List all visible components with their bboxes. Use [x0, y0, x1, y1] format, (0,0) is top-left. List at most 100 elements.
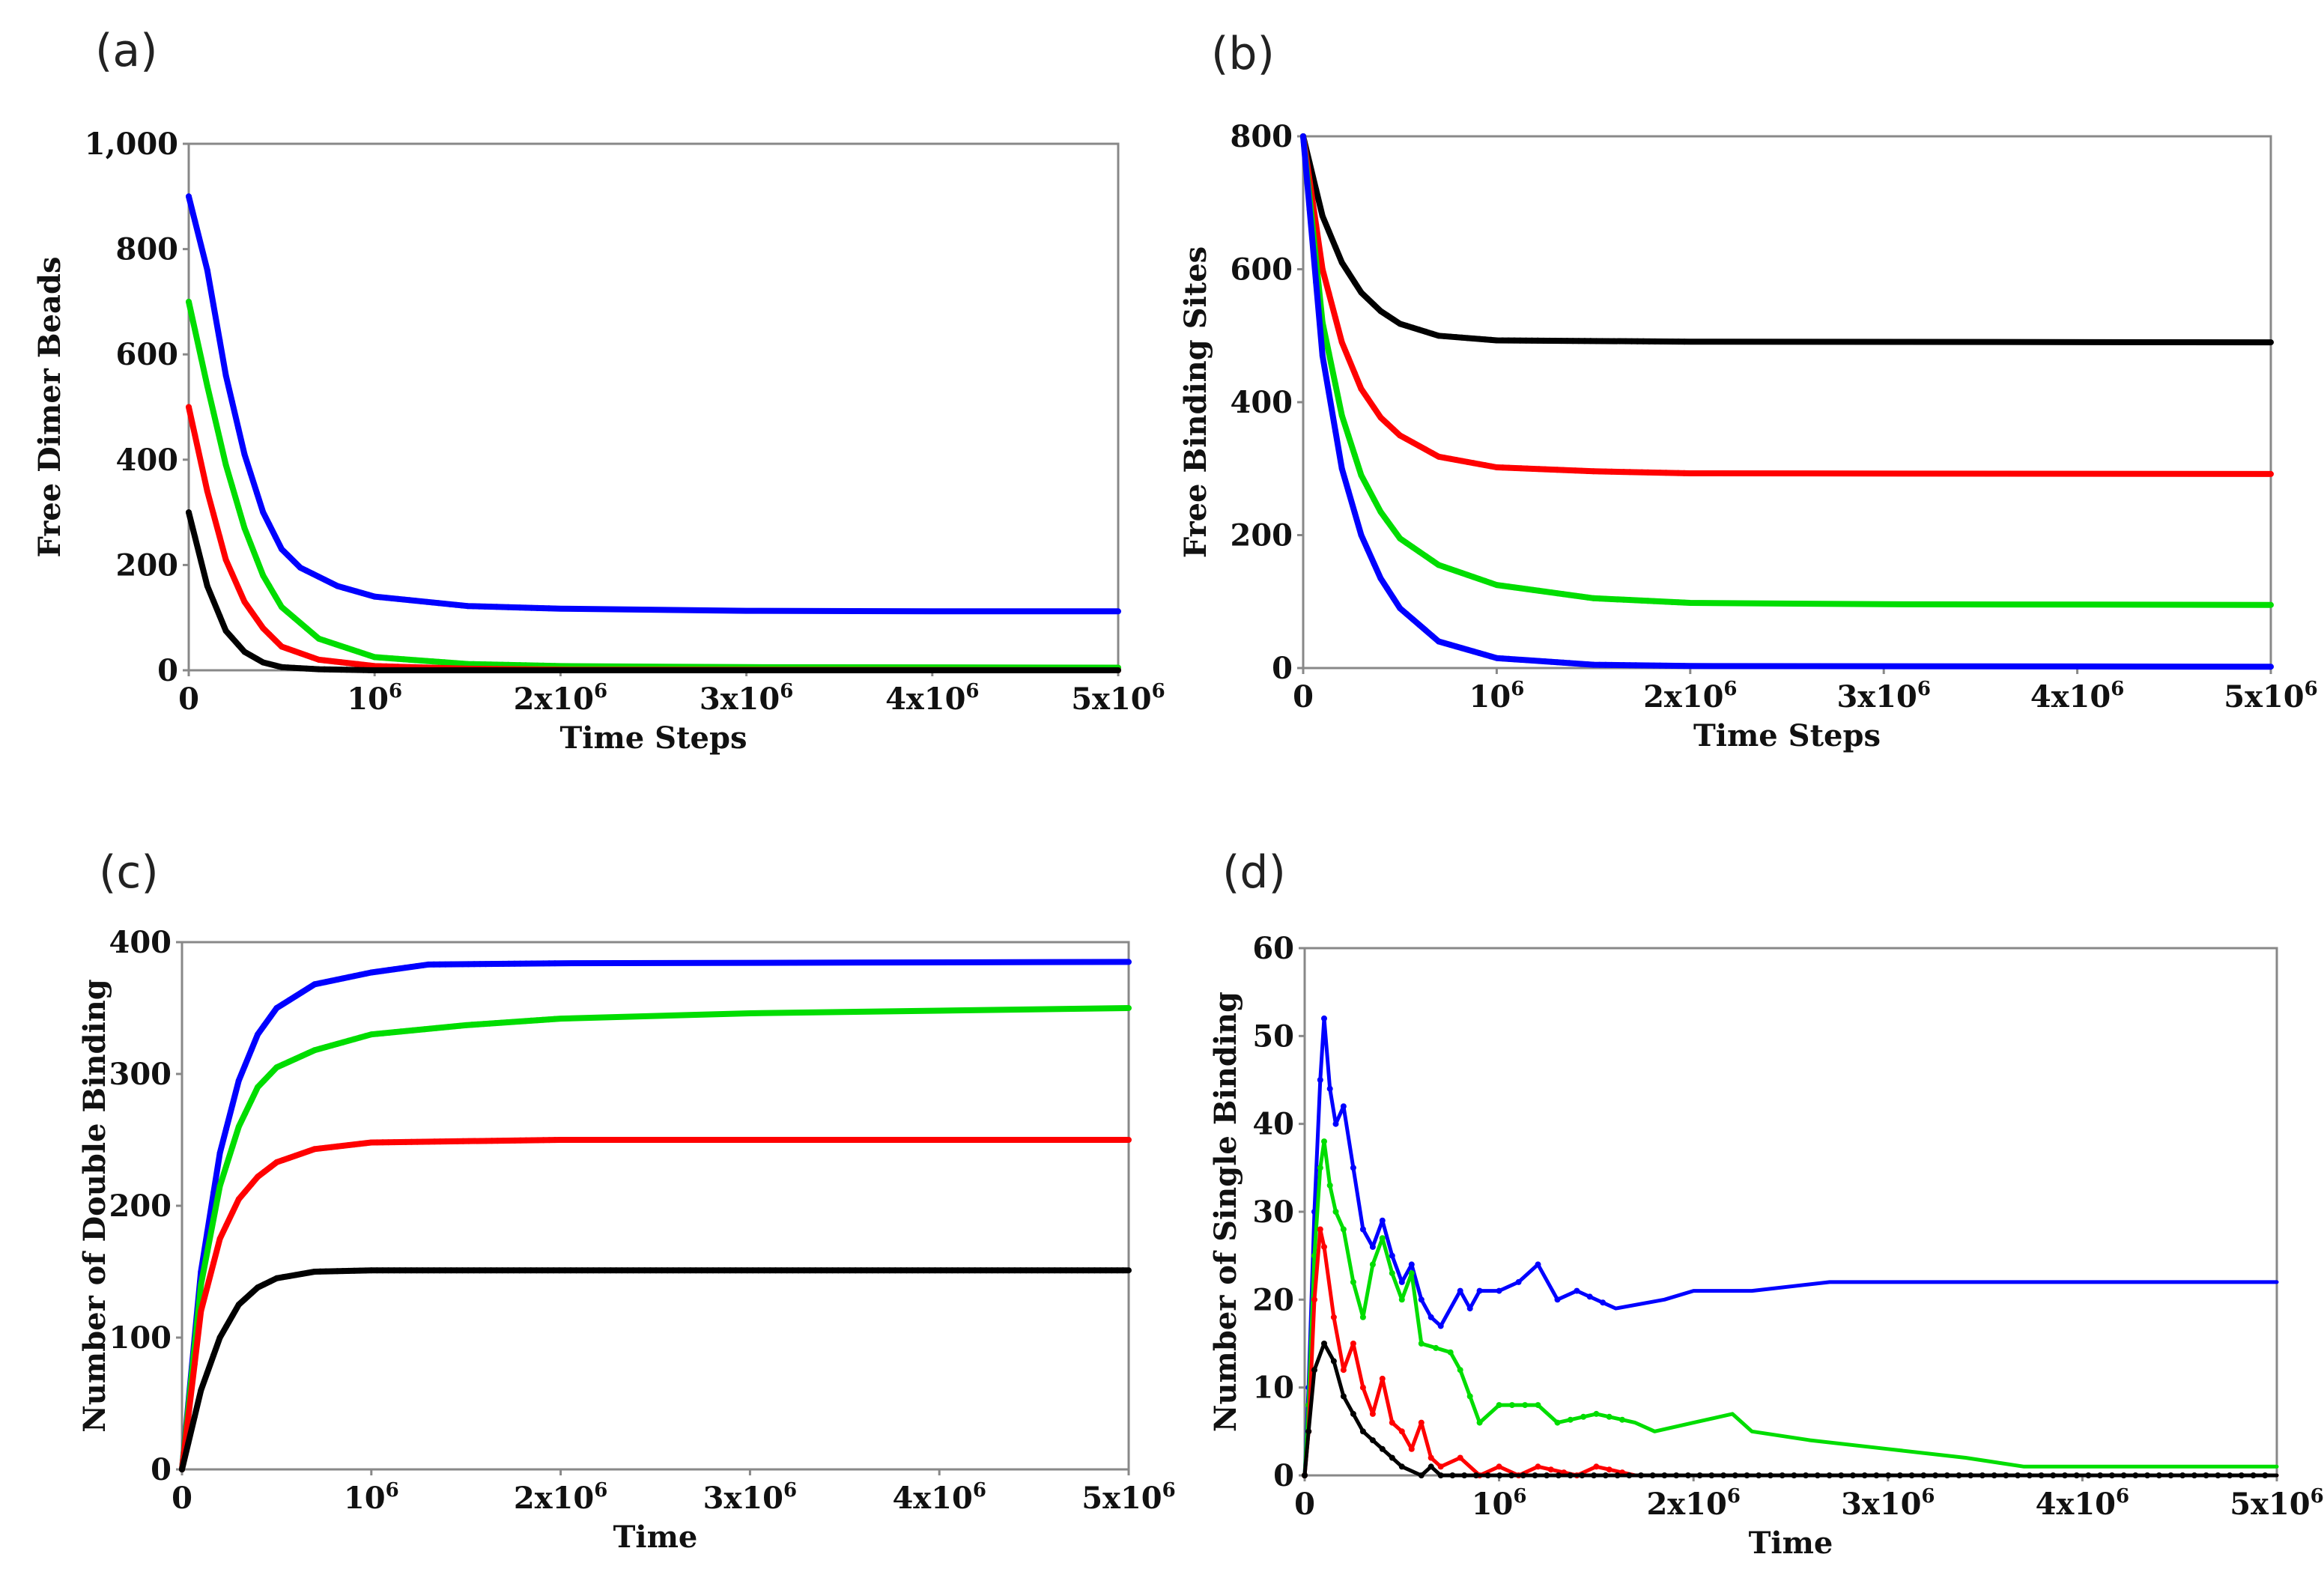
data-point-blue — [1499, 655, 1506, 662]
data-point-black — [723, 667, 730, 673]
data-point-black — [630, 1267, 637, 1274]
data-point-red — [1633, 469, 1639, 476]
data-point-red — [345, 1142, 352, 1148]
data-point-black — [1567, 1472, 1574, 1478]
data-point-black — [601, 667, 607, 673]
data-point-green — [1358, 472, 1365, 479]
data-point-red — [1311, 1296, 1317, 1303]
data-point-black — [510, 1267, 517, 1274]
data-point-black — [936, 667, 943, 673]
x-tick-label: 4x106 — [2030, 678, 2124, 714]
data-point-black — [892, 1267, 899, 1274]
data-point-blue — [1410, 616, 1416, 622]
data-point-blue — [204, 267, 210, 273]
data-point-black — [204, 583, 210, 589]
data-point-black — [1493, 337, 1500, 344]
data-point-black — [796, 667, 803, 673]
data-point-blue — [1596, 661, 1603, 668]
data-point-green — [522, 1018, 529, 1025]
data-point-red — [216, 1236, 223, 1242]
data-point-green — [1517, 585, 1524, 592]
data-point-black — [431, 1267, 437, 1274]
data-point-black — [679, 667, 685, 673]
data-point-black — [408, 1267, 414, 1274]
data-point-black — [914, 1267, 921, 1274]
y-tick-label: 400 — [1231, 385, 1293, 420]
data-point-red — [1593, 1463, 1600, 1470]
data-point-red — [1447, 455, 1454, 462]
chart-panel-0: (a) 0 200 400 600 800 1,000 0 106 2x106 3x106 4x106… — [32, 25, 1165, 756]
data-point-black — [461, 667, 467, 673]
data-point-black — [223, 1323, 229, 1330]
data-point-blue — [1418, 1296, 1425, 1303]
data-point-black — [930, 667, 937, 673]
data-point-green — [235, 504, 242, 511]
data-point-black — [210, 1352, 217, 1359]
data-point-green — [1511, 584, 1518, 591]
data-point-blue — [334, 977, 341, 983]
data-point-red — [1332, 315, 1339, 321]
data-point-black — [619, 1267, 625, 1274]
data-point-green — [279, 1061, 286, 1068]
data-point-black — [1069, 1267, 1075, 1274]
data-point-black — [499, 1267, 506, 1274]
data-point-black — [410, 667, 417, 673]
data-point-blue — [323, 979, 330, 986]
data-point-green — [1466, 1393, 1473, 1400]
data-point-black — [2026, 1472, 2033, 1478]
data-point-blue — [1554, 1296, 1561, 1303]
data-point-blue — [1458, 645, 1465, 652]
data-point-green — [1377, 509, 1384, 515]
data-point-red — [1384, 420, 1390, 427]
data-point-black — [682, 1267, 688, 1274]
data-point-red — [494, 1138, 501, 1144]
data-point-red — [1621, 469, 1627, 476]
data-point-red — [255, 1174, 261, 1180]
data-point-red — [1390, 426, 1397, 433]
data-point-red — [1481, 462, 1488, 469]
data-point-red — [1358, 386, 1365, 392]
data-point-blue — [1493, 655, 1500, 661]
data-point-black — [374, 1267, 380, 1274]
data-point-black — [572, 667, 579, 673]
data-point-black — [670, 1267, 676, 1274]
data-point-green — [1645, 598, 1651, 604]
data-point-blue — [1663, 662, 1669, 669]
data-point-black — [607, 1267, 614, 1274]
data-point-black — [1481, 336, 1488, 343]
data-point-black — [235, 1302, 242, 1308]
data-point-black — [1517, 337, 1523, 344]
data-point-green — [545, 1016, 552, 1023]
data-point-black — [247, 652, 254, 659]
data-point-red — [279, 643, 285, 650]
data-point-blue — [317, 980, 324, 986]
data-point-green — [317, 1046, 324, 1052]
data-point-red — [228, 571, 235, 577]
data-point-black — [1109, 667, 1116, 673]
data-point-black — [1081, 667, 1088, 673]
data-point-green — [429, 658, 436, 665]
x-tick-label: 4x106 — [885, 680, 979, 717]
data-point-blue — [1586, 1293, 1593, 1300]
data-point-black — [715, 1267, 722, 1274]
data-point-green — [1627, 597, 1633, 604]
data-point-black — [636, 1267, 643, 1274]
data-point-black — [1091, 1267, 1098, 1274]
data-point-blue — [1523, 657, 1530, 664]
data-point-red — [466, 1138, 472, 1144]
data-point-red — [334, 1143, 341, 1150]
data-point-green — [228, 483, 235, 489]
data-point-red — [1584, 468, 1591, 474]
data-point-black — [442, 1267, 449, 1274]
data-point-blue — [383, 595, 389, 601]
data-point-black — [1532, 1472, 1538, 1478]
data-point-green — [1321, 1138, 1327, 1145]
data-point-red — [339, 1142, 346, 1149]
data-point-blue — [442, 961, 449, 968]
data-point-black — [932, 1267, 938, 1274]
data-point-black — [383, 667, 389, 673]
data-point-green — [1578, 593, 1585, 600]
data-point-blue — [448, 961, 455, 968]
data-point-black — [2003, 1472, 2009, 1478]
